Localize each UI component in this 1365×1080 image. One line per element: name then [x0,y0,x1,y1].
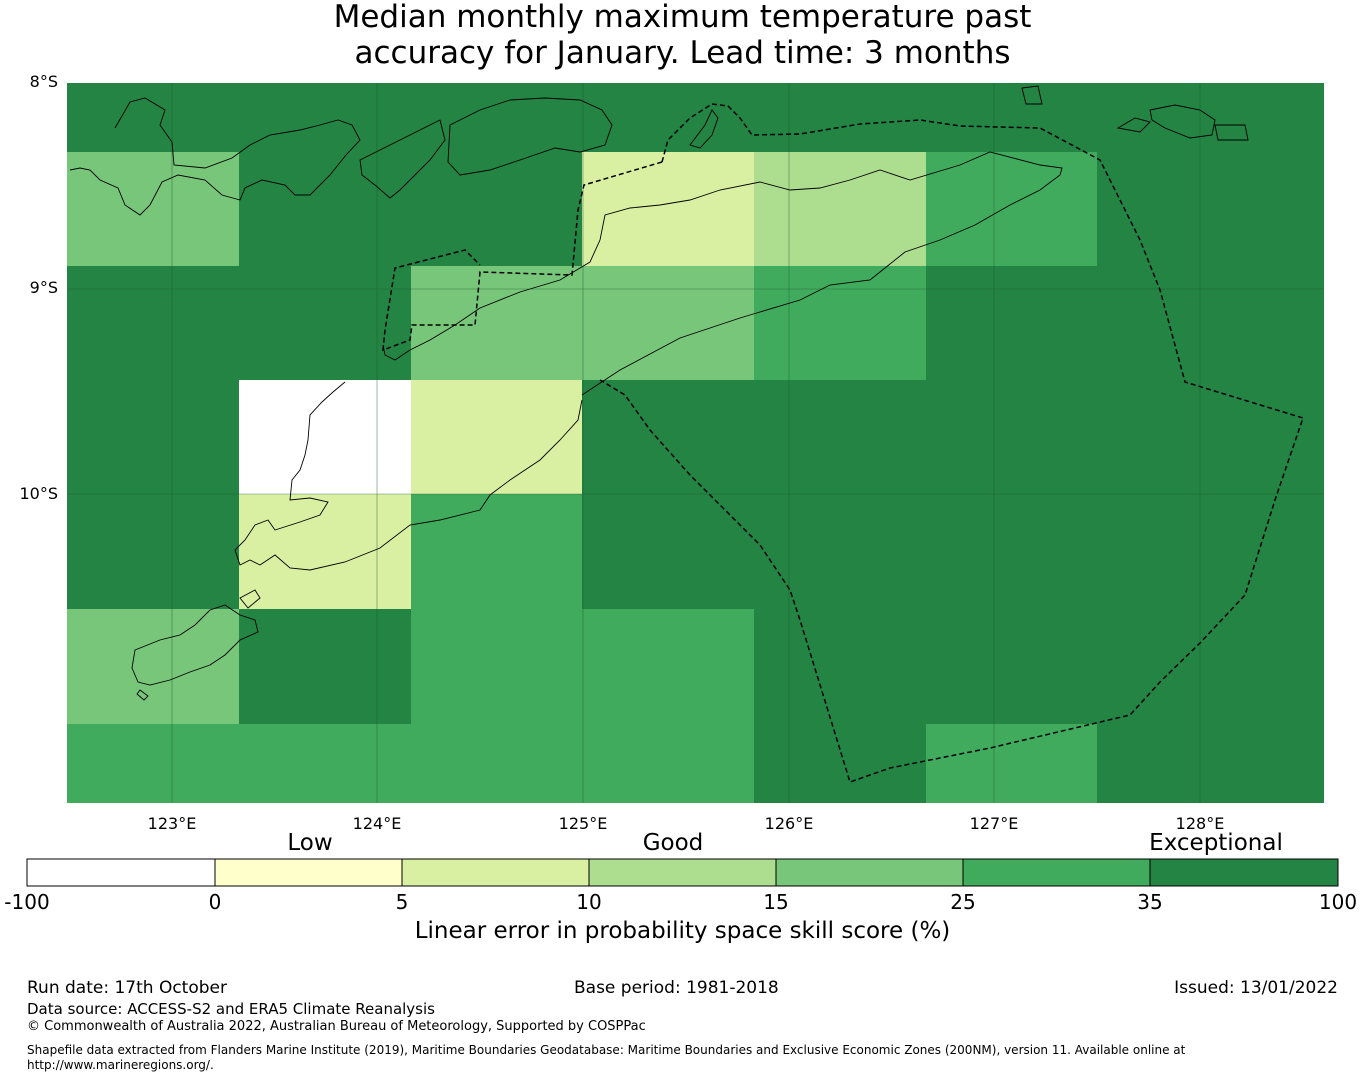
island-coast [1021,85,1043,105]
atauro-coast [689,109,719,149]
skill-grid [67,152,1097,803]
lon-label-128e: 128°E [1175,814,1225,833]
grid-cell [926,724,1097,803]
colorbar-tick: 15 [763,890,789,914]
colorbar-tick: -100 [4,890,50,914]
grid-cell [239,494,411,609]
grid-cell [411,380,582,494]
issued-date: Issued: 13/01/2022 [1174,978,1338,998]
grid-cell [754,152,926,266]
grid-cell [582,152,754,266]
island-coast [359,119,446,199]
colorbar-segment [1150,859,1338,886]
lat-label-9s: 9°S [29,278,58,297]
maritime-boundary [382,103,1304,783]
sawu-coast [131,604,259,686]
grid-cell [754,266,926,380]
grid-cell [67,724,754,803]
data-source: Data source: ACCESS-S2 and ERA5 Climate … [27,1000,435,1018]
grid-cell [411,266,754,380]
grid-cell [411,609,754,724]
lon-label-123e: 123°E [147,814,197,833]
lon-label-125e: 125°E [558,814,608,833]
colorbar-tick: 25 [950,890,976,914]
colorbar-tick: 10 [576,890,602,914]
grid-cell [239,380,411,494]
title-line-2: accuracy for January. Lead time: 3 month… [354,35,1011,71]
colorbar-segment [589,859,776,886]
map-panel [67,83,1324,803]
island-coast [136,689,149,701]
grid-cell [67,152,239,266]
category-exceptional: Exceptional [1149,830,1283,856]
base-period: Base period: 1981-2018 [574,978,779,998]
shapefile-url: http://www.marineregions.org/. [27,1058,214,1072]
island-coast [239,589,261,609]
colorbar-outline [26,858,1339,887]
lat-label-8s: 8°S [29,72,58,91]
category-low: Low [287,830,333,856]
colorbar-segment [776,859,963,886]
island-coast [1214,124,1249,141]
colorbar-tick: 35 [1137,890,1163,914]
colorbar-segment [402,859,589,886]
flores-alor-coast [69,97,361,216]
wetar-coast [447,97,613,176]
lon-label-127e: 127°E [969,814,1019,833]
island-coast [1116,117,1151,133]
grid-cell [926,152,1097,266]
lon-label-126e: 126°E [764,814,814,833]
shapefile-credit: Shapefile data extracted from Flanders M… [27,1043,1186,1057]
timor-coast [382,151,1063,396]
colorbar-segment [27,859,215,886]
lon-label-124e: 124°E [352,814,402,833]
island-coast [1149,104,1216,139]
colorbar-tick: 100 [1318,890,1358,914]
boundary-segment [382,161,663,352]
grid-cell [67,609,239,724]
boundary-segment [599,103,1304,783]
colorbar-tick: 0 [208,890,222,914]
copyright: © Commonwealth of Australia 2022, Austra… [27,1019,646,1034]
colorbar [26,858,1339,887]
colorbar-tick: 5 [395,890,409,914]
lat-label-10s: 10°S [19,484,58,503]
run-date: Run date: 17th October [27,978,227,998]
colorbar-segment [215,859,402,886]
colorbar-label: Linear error in probability space skill … [414,918,951,944]
rote-semau-coast [234,381,583,571]
graticule [67,83,1324,803]
title-line-1: Median monthly maximum temperature past [333,0,1032,35]
grid-cell [411,494,582,609]
colorbar-segment [963,859,1150,886]
category-good: Good [642,830,704,856]
coastlines [69,85,1249,701]
